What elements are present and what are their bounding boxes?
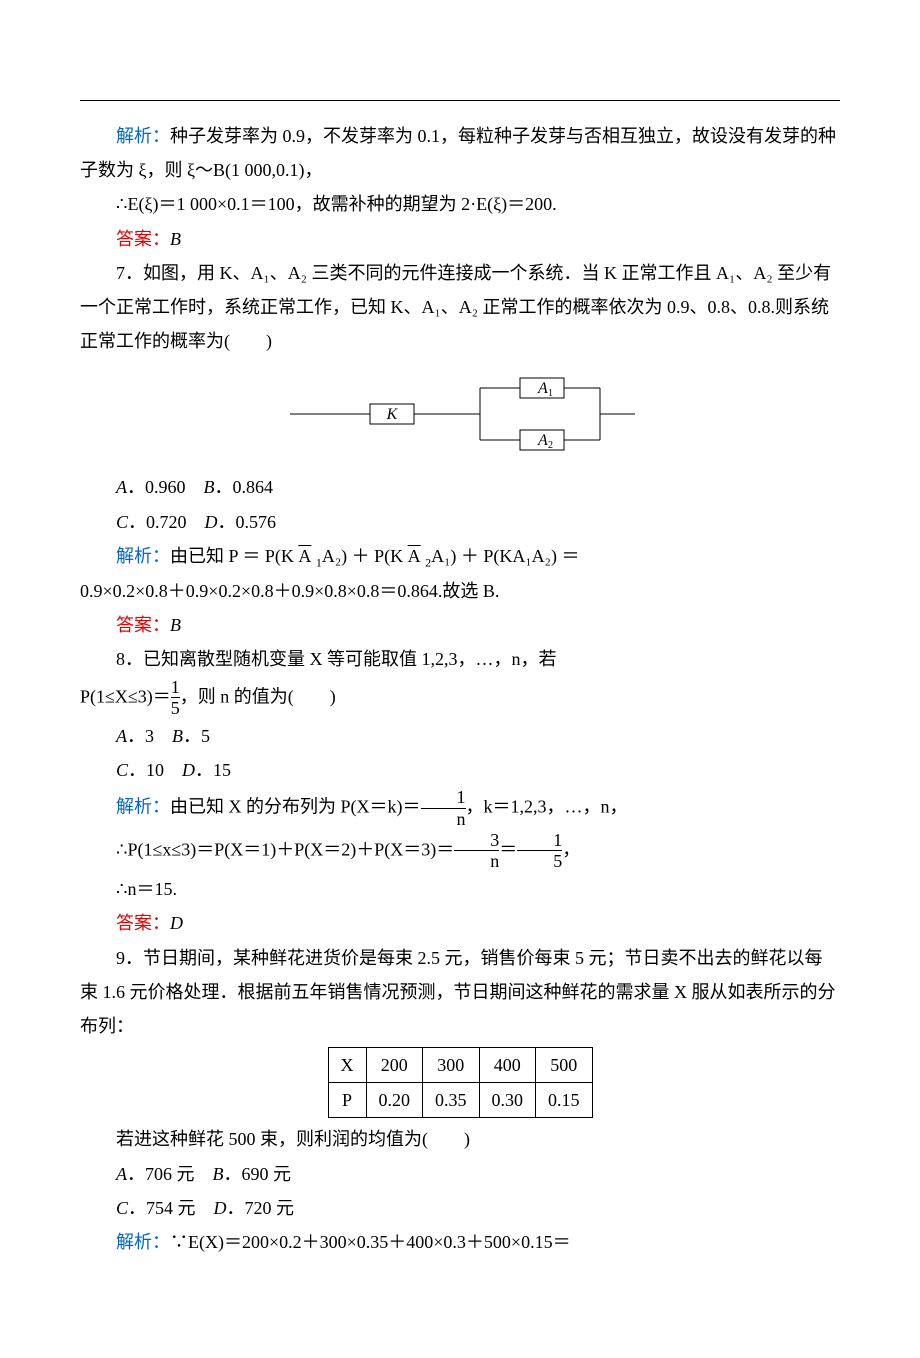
diagram-k: K [386, 406, 399, 423]
answer-label: 答案： [116, 615, 170, 635]
q8-comma: ， [562, 839, 580, 859]
td: 500 [536, 1048, 593, 1083]
top-rule [80, 100, 840, 101]
q8-eq: ＝ [499, 839, 517, 859]
q6-answer-val: B [170, 229, 181, 249]
q7-mid1: A₂) ＋ P(K [322, 546, 403, 566]
q8-stem-2: P(1≤X≤3)＝15，则 n 的值为( ) [80, 677, 840, 719]
q9-stem-2: 若进这种鲜花 500 束，则利润的均值为( ) [80, 1122, 840, 1156]
th-x: X [328, 1048, 366, 1083]
td: 0.30 [479, 1083, 536, 1118]
q8-choices-1: A．3 B．5 [80, 719, 840, 753]
analysis-label: 解析： [116, 126, 170, 146]
q7-stem: 7．如图，用 K、A₁、A₂ 三类不同的元件连接成一个系统．当 K 正常工作且 … [80, 256, 840, 359]
answer-label: 答案： [116, 229, 170, 249]
footer-right [744, 1299, 840, 1318]
q7-choices-1: AA．0.960 B．0.864．0.960 B．0.864 [80, 470, 840, 504]
q8-ana-pre: 由已知 X 的分布列为 P(X＝k)＝ [170, 797, 421, 817]
q9-choices-1: A．706 元 B．690 元 [80, 1157, 840, 1191]
footer-left [80, 1299, 128, 1318]
q7-mid2: A₁) ＋ P(KA₁A₂) ＝ [431, 546, 579, 566]
q8-concl: ∴n＝15. [80, 872, 840, 906]
table-row: P 0.20 0.35 0.30 0.15 [328, 1083, 592, 1118]
table-row: X 200 300 400 500 [328, 1048, 592, 1083]
diagram-a1s: 1 [548, 388, 553, 399]
analysis-label: 解析： [116, 797, 170, 817]
q7-choices-2: C．0.720 D．0.576 [80, 505, 840, 539]
q7-ana-pre: 由已知 P ＝ P(K [170, 546, 294, 566]
td: 300 [423, 1048, 480, 1083]
q8-analysis-2: ∴P(1≤x≤3)＝P(X＝1)＋P(X＝2)＋P(X＝3)＝3n＝15， [80, 830, 840, 872]
q8-ana-post: ，k＝1,2,3，…，n， [466, 797, 628, 817]
q8-stem-1: 8．已知离散型随机变量 X 等可能取值 1,2,3，…，n，若 [80, 642, 840, 676]
q8-choices-2: C．10 D．15 [80, 753, 840, 787]
ov-a2: A [408, 546, 421, 566]
q9-dist-table: X 200 300 400 500 P 0.20 0.35 0.30 0.15 [328, 1047, 593, 1118]
q7-answer-val: B [170, 615, 181, 635]
q8-line-pre: ∴P(1≤x≤3)＝P(X＝1)＋P(X＝2)＋P(X＝3)＝ [116, 839, 454, 859]
q6-answer: 答案：B [80, 222, 840, 256]
td: 400 [479, 1048, 536, 1083]
q9-ana: ∵E(X)＝200×0.2＋300×0.35＋400×0.3＋500×0.15＝ [170, 1232, 571, 1252]
q6-analysis-2: ∴E(ξ)＝1 000×0.1＝100，故需补种的期望为 2·E(ξ)＝200. [80, 187, 840, 221]
q8-answer-val: D [170, 913, 183, 933]
q8-analysis-1: 解析：由已知 X 的分布列为 P(X＝k)＝1n，k＝1,2,3，…，n， [80, 787, 840, 829]
q9-stem-1: 9．节日期间，某种鲜花进货价是每束 2.5 元，销售价每束 5 元；节日卖不出去… [80, 941, 840, 1044]
q7-analysis-2: 0.9×0.2×0.8＋0.9×0.2×0.8＋0.9×0.8×0.8＝0.86… [80, 574, 840, 608]
answer-label: 答案： [116, 913, 170, 933]
q7-answer: 答案：B [80, 608, 840, 642]
q7-diagram: K A 1 A 2 [80, 368, 840, 460]
q8-l2-post: ，则 n 的值为( ) [180, 686, 336, 706]
td: 0.20 [366, 1083, 423, 1118]
td: 0.15 [536, 1083, 593, 1118]
q8-l2-pre: P(1≤X≤3)＝ [80, 686, 171, 706]
ov-a1: A [298, 546, 311, 566]
q6-analysis-text: 种子发芽率为 0.9，不发芽率为 0.1，每粒种子发芽与否相互独立，故设没有发芽… [80, 126, 836, 180]
q9-choices-2: C．754 元 D．720 元 [80, 1191, 840, 1225]
th-p: P [328, 1083, 366, 1118]
diagram-a2s: 2 [548, 440, 553, 451]
analysis-label: 解析： [116, 546, 170, 566]
frac-1-5: 15 [171, 677, 180, 719]
diagram-a2: A [537, 432, 548, 449]
diagram-a1: A [537, 380, 548, 397]
analysis-label: 解析： [116, 1232, 170, 1252]
circuit-svg: K A 1 A 2 [280, 368, 640, 460]
td: 200 [366, 1048, 423, 1083]
td: 0.35 [423, 1083, 480, 1118]
page-footer [80, 1299, 840, 1318]
q9-analysis: 解析：∵E(X)＝200×0.2＋300×0.35＋400×0.3＋500×0.… [80, 1225, 840, 1259]
frac-3-n: 3n [454, 830, 499, 872]
q6-analysis-1: 解析：种子发芽率为 0.9，不发芽率为 0.1，每粒种子发芽与否相互独立，故设没… [80, 119, 840, 187]
frac-1-5b: 15 [517, 830, 562, 872]
q7-analysis: 解析：由已知 P ＝ P(K A 1A₂) ＋ P(K A 2A₁) ＋ P(K… [80, 539, 840, 574]
frac-1-n: 1n [421, 787, 466, 829]
q8-answer: 答案：D [80, 906, 840, 940]
